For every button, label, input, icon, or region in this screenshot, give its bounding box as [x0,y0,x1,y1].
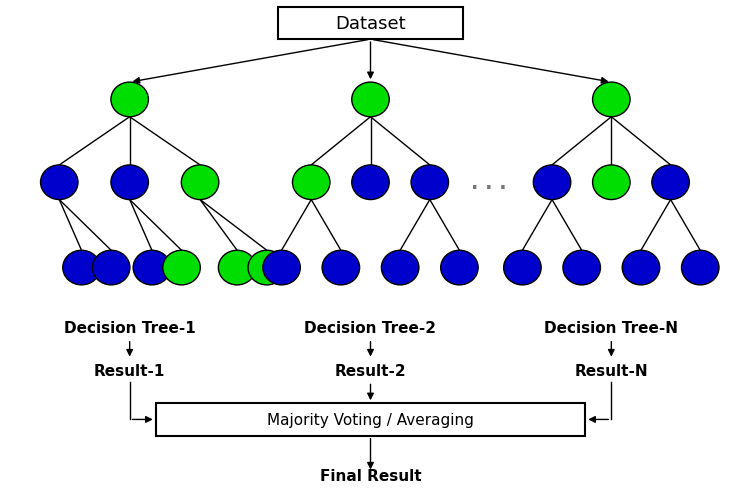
FancyBboxPatch shape [156,403,585,436]
Ellipse shape [593,83,630,117]
Ellipse shape [352,83,389,117]
Ellipse shape [248,250,285,285]
Text: . . .: . . . [471,173,507,192]
Text: Decision Tree-2: Decision Tree-2 [305,321,436,336]
Ellipse shape [63,250,100,285]
Ellipse shape [622,250,659,285]
Ellipse shape [352,165,389,200]
Ellipse shape [593,165,630,200]
Ellipse shape [111,83,148,117]
Text: Decision Tree-N: Decision Tree-N [545,321,678,336]
Ellipse shape [133,250,170,285]
Ellipse shape [182,165,219,200]
Ellipse shape [41,165,78,200]
Ellipse shape [682,250,719,285]
Ellipse shape [163,250,200,285]
Text: Decision Tree-1: Decision Tree-1 [64,321,196,336]
Ellipse shape [441,250,478,285]
FancyBboxPatch shape [278,8,463,40]
Ellipse shape [219,250,256,285]
Ellipse shape [563,250,600,285]
Ellipse shape [293,165,330,200]
Text: Result-1: Result-1 [94,363,165,378]
Ellipse shape [263,250,300,285]
Text: Final Result: Final Result [319,468,422,483]
Ellipse shape [411,165,448,200]
Ellipse shape [322,250,359,285]
Text: Result-N: Result-N [574,363,648,378]
Ellipse shape [652,165,689,200]
Text: Result-2: Result-2 [335,363,406,378]
Ellipse shape [382,250,419,285]
Ellipse shape [111,165,148,200]
Ellipse shape [504,250,541,285]
Text: Dataset: Dataset [335,15,406,33]
Text: Majority Voting / Averaging: Majority Voting / Averaging [267,412,474,427]
Ellipse shape [534,165,571,200]
Ellipse shape [93,250,130,285]
